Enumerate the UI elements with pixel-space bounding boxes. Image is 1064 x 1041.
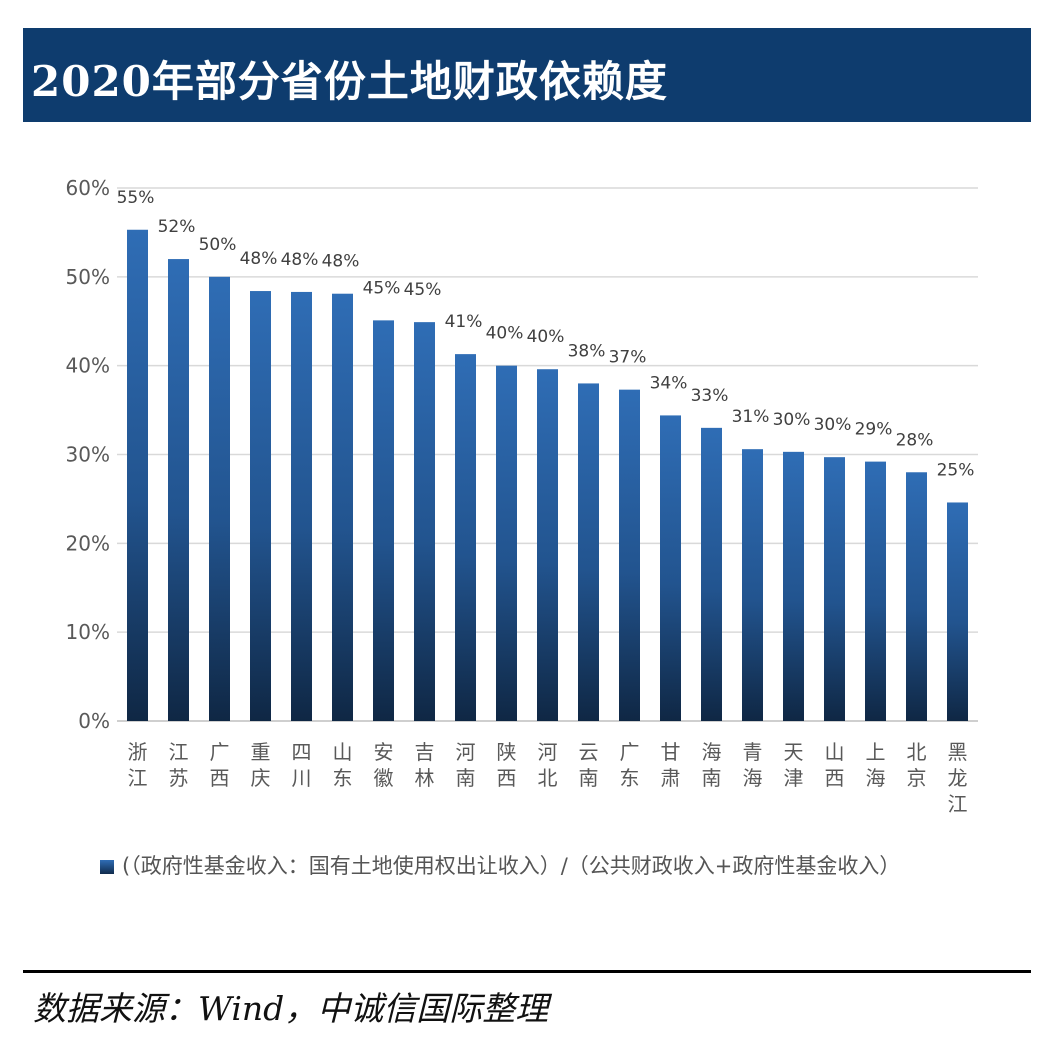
x-tick-label: 青海 xyxy=(743,740,763,790)
x-tick-label: 江苏 xyxy=(169,740,189,790)
bar xyxy=(660,415,681,721)
data-label: 55% xyxy=(117,188,155,208)
bar xyxy=(455,354,476,721)
y-tick-label: 30% xyxy=(66,443,110,467)
legend: (（政府性基金收入：国有土地使用权出让收入）/（公共财政收入+政府性基金收入） xyxy=(100,850,980,882)
bar xyxy=(537,369,558,721)
data-label: 38% xyxy=(568,341,606,361)
data-label: 52% xyxy=(158,217,196,237)
x-tick-label: 云南 xyxy=(579,740,599,790)
x-tick-label: 海南 xyxy=(702,740,722,790)
data-label: 29% xyxy=(855,420,893,440)
bar xyxy=(906,472,927,721)
y-tick-label: 20% xyxy=(66,531,110,555)
x-tick-label: 北京 xyxy=(907,740,927,790)
x-tick-label: 甘肃 xyxy=(661,740,681,790)
y-axis-ticks: 0% 10% 20% 30% 40% 50% 60% xyxy=(66,176,110,733)
y-tick-label: 0% xyxy=(78,709,110,733)
x-tick-label: 浙江 xyxy=(128,740,148,790)
x-axis-ticks: 浙江江苏广西重庆四川山东安徽吉林河南陕西河北云南广东甘肃海南青海天津山西上海北京… xyxy=(128,740,968,816)
x-tick-label: 吉林 xyxy=(415,740,435,790)
x-tick-label: 广东 xyxy=(620,740,640,790)
x-tick-label: 四川 xyxy=(292,740,312,790)
bar xyxy=(332,293,353,721)
source-note: 数据来源：Wind，中诚信国际整理 xyxy=(33,989,549,1028)
y-tick-label: 50% xyxy=(66,265,110,289)
y-tick-label: 60% xyxy=(66,176,110,200)
bar xyxy=(947,502,968,721)
data-label: 50% xyxy=(199,235,237,255)
bar xyxy=(701,427,722,721)
data-label: 48% xyxy=(322,252,360,272)
bar xyxy=(373,320,394,721)
bar xyxy=(209,276,230,721)
x-tick-label: 河南 xyxy=(456,740,476,790)
legend-label: (（政府性基金收入：国有土地使用权出让收入）/（公共财政收入+政府性基金收入） xyxy=(122,854,901,878)
data-label: 45% xyxy=(363,278,401,298)
data-label: 25% xyxy=(937,460,975,480)
data-label: 41% xyxy=(445,312,483,332)
data-label: 34% xyxy=(650,373,688,393)
data-label: 45% xyxy=(404,280,442,300)
data-label: 37% xyxy=(609,348,647,368)
x-tick-label: 河北 xyxy=(538,740,558,790)
bars xyxy=(127,229,968,722)
data-label: 33% xyxy=(691,386,729,406)
y-tick-label: 10% xyxy=(66,620,110,644)
bar xyxy=(619,389,640,721)
x-tick-label: 山东 xyxy=(333,740,353,790)
legend-swatch-icon xyxy=(100,860,114,874)
x-tick-label: 天津 xyxy=(784,740,804,790)
bar xyxy=(414,322,435,721)
data-label: 31% xyxy=(732,407,770,427)
bar xyxy=(865,461,886,721)
bar xyxy=(742,449,763,721)
bar xyxy=(578,383,599,721)
chart-title: 2020年部分省份土地财政依赖度 xyxy=(31,57,668,106)
bar xyxy=(250,291,271,721)
data-label: 30% xyxy=(773,410,811,430)
x-tick-label: 山西 xyxy=(825,740,845,790)
data-label: 30% xyxy=(814,415,852,435)
x-tick-label: 上海 xyxy=(866,740,886,790)
y-tick-label: 40% xyxy=(66,354,110,378)
data-labels: 55%52%50%48% 48% 48%45% 45%41%40% 40%38% 37%3… xyxy=(117,188,975,481)
bar xyxy=(127,229,148,722)
data-label: 28% xyxy=(896,430,934,450)
data-label: 40% xyxy=(486,324,524,344)
bar xyxy=(824,457,845,721)
x-tick-label: 黑龙江 xyxy=(948,740,968,816)
x-tick-label: 安徽 xyxy=(374,740,394,790)
x-tick-label: 重庆 xyxy=(251,740,271,790)
bar xyxy=(168,259,189,721)
x-tick-label: 广西 xyxy=(210,740,230,790)
source-divider xyxy=(23,970,1031,973)
bar xyxy=(783,451,804,721)
data-label: 48% xyxy=(281,250,319,270)
data-label: 40% xyxy=(527,327,565,347)
title-bar: 2020年部分省份土地财政依赖度 xyxy=(23,28,1031,122)
bar-chart: 0%10%20%30%40%50%60% 55%52%50%48% 48% 48%4… xyxy=(66,176,978,816)
x-tick-label: 陕西 xyxy=(497,740,517,790)
bar xyxy=(496,365,517,721)
bar xyxy=(291,291,312,721)
data-label: 48% xyxy=(240,249,278,269)
